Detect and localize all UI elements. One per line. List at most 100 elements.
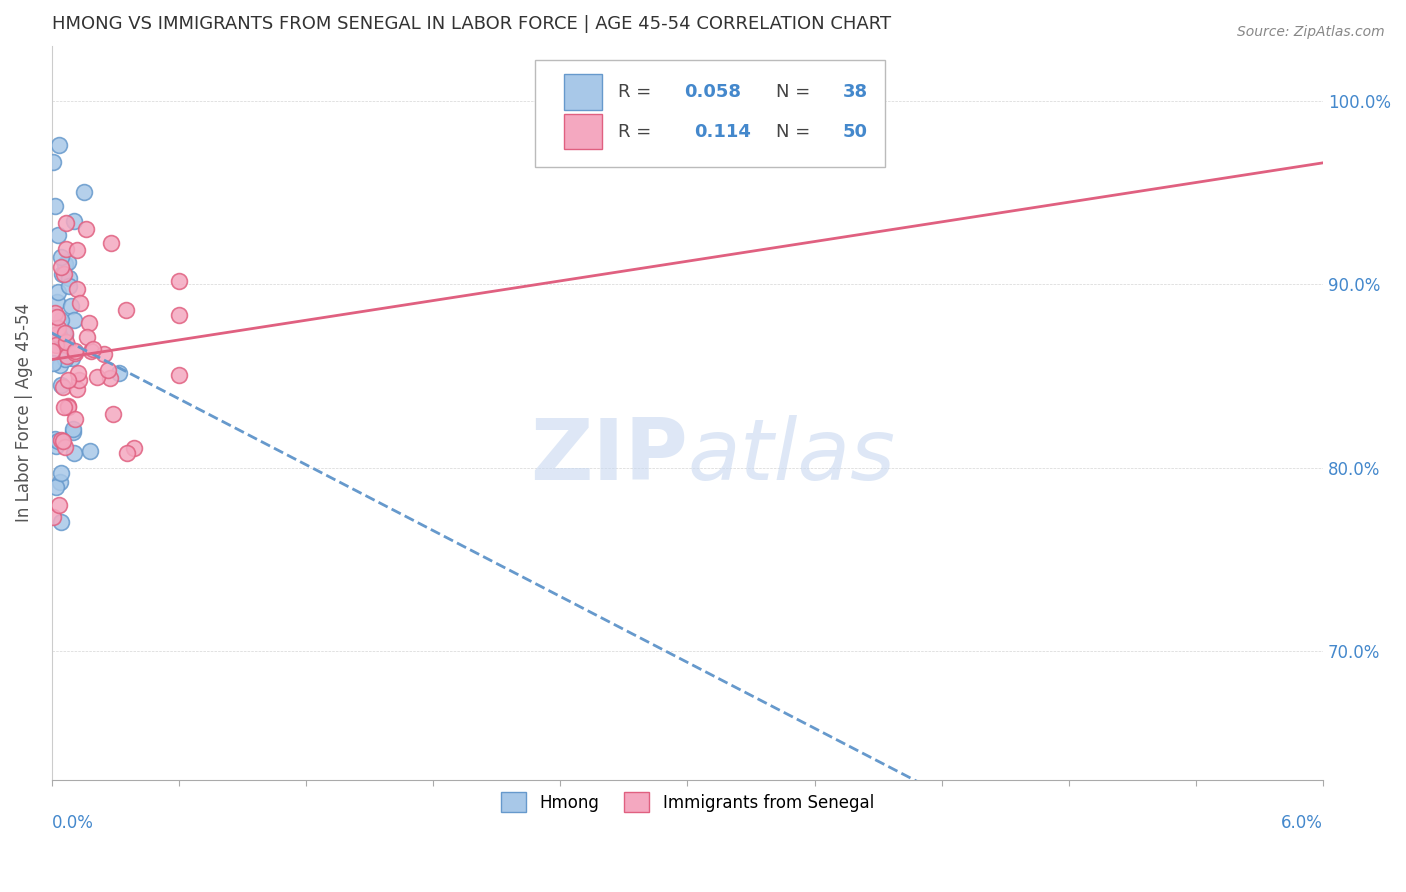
Point [46,320,69,334]
Point [58,271,80,285]
Point [56,399,79,413]
Text: N =: N = [776,122,817,141]
Point [101,407,124,421]
Point [52,337,75,351]
Point [62,425,84,439]
Text: R =: R = [617,122,662,141]
FancyBboxPatch shape [534,61,884,167]
Point [114,302,136,317]
Point [45,338,67,352]
Point [62,421,84,435]
Point [167,308,190,322]
Point [122,441,145,455]
Text: atlas: atlas [688,415,896,499]
Point [48,328,70,343]
Point [55,216,77,230]
Point [63,344,86,359]
Point [52,325,75,339]
Point [49,475,72,490]
Point [42,356,65,370]
Point [44,306,66,320]
Point [49,313,72,327]
Point [55,334,77,349]
Point [98,371,121,385]
Bar [564,114,602,149]
Point [49,434,72,448]
Point [53,352,76,367]
Point [56,338,79,352]
Point [69,296,91,310]
Point [48,498,70,512]
Text: HMONG VS IMMIGRANTS FROM SENEGAL IN LABOR FORCE | AGE 45-54 CORRELATION CHART: HMONG VS IMMIGRANTS FROM SENEGAL IN LABO… [52,15,891,33]
Point [51,267,73,281]
Point [53,440,76,454]
Point [79,343,101,358]
Bar [564,74,602,110]
Point [58,279,80,293]
Point [44,199,66,213]
Point [77,317,100,331]
Point [51,250,73,264]
Text: 0.0%: 0.0% [52,814,94,832]
Point [52,434,75,449]
Text: 0.114: 0.114 [693,122,751,141]
Point [48,285,70,299]
Point [52,267,75,281]
Point [53,257,76,271]
Text: Source: ZipAtlas.com: Source: ZipAtlas.com [1237,25,1385,39]
Text: ZIP: ZIP [530,415,688,499]
Point [51,260,73,274]
Point [115,446,138,460]
Point [60,351,83,366]
Point [76,330,98,344]
Point [66,382,89,396]
Point [63,445,86,459]
Point [44,432,66,446]
Point [67,373,90,387]
Text: 6.0%: 6.0% [1281,814,1323,832]
Text: 0.058: 0.058 [683,83,741,101]
Point [41,344,63,359]
Point [42,155,65,169]
Point [107,367,129,381]
Point [73,186,96,200]
Point [63,313,86,327]
Point [52,380,75,394]
Point [49,358,72,372]
Point [51,377,73,392]
Point [75,222,97,236]
Point [82,342,104,356]
Point [48,138,70,153]
Point [55,242,77,256]
Point [56,255,79,269]
Point [62,213,84,227]
Point [67,366,90,380]
Point [60,299,83,313]
Point [97,363,120,377]
Point [46,228,69,243]
Point [45,439,67,453]
Text: R =: R = [617,83,657,101]
Point [167,368,190,382]
Point [167,274,190,288]
Point [63,412,86,426]
Legend: Hmong, Immigrants from Senegal: Hmong, Immigrants from Senegal [495,785,880,819]
Point [51,466,73,480]
Point [93,347,115,361]
Text: 38: 38 [842,83,868,101]
Point [56,400,79,414]
Point [53,328,76,343]
Point [56,373,79,387]
Point [46,310,69,324]
Text: 50: 50 [842,122,868,141]
Point [42,510,65,524]
Point [46,326,69,341]
Point [66,244,89,258]
Point [100,236,122,251]
Point [79,444,101,458]
Point [53,326,76,340]
Point [56,349,79,363]
Point [45,480,67,494]
Point [49,515,72,529]
Point [46,434,69,448]
